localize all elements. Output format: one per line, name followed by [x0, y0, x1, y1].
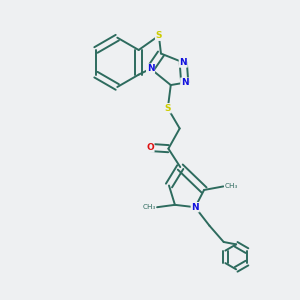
- Text: CH₃: CH₃: [225, 183, 238, 189]
- Text: O: O: [146, 143, 154, 152]
- Text: N: N: [191, 203, 199, 212]
- Text: N: N: [179, 58, 187, 67]
- Text: N: N: [181, 78, 189, 87]
- Text: S: S: [156, 31, 162, 40]
- Text: S: S: [164, 104, 171, 113]
- Text: N: N: [147, 64, 154, 73]
- Text: CH₃: CH₃: [142, 204, 156, 210]
